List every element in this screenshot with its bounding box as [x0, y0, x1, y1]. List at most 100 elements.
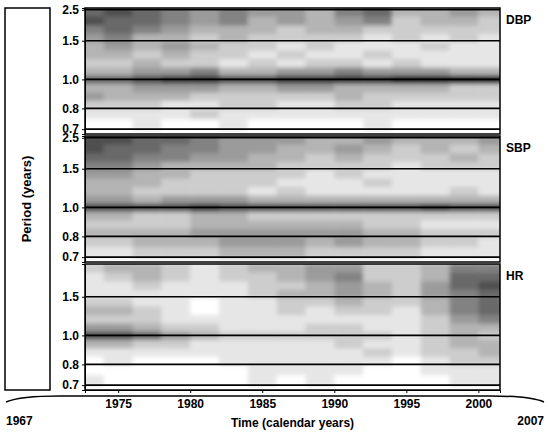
y-axis-title: Period (years) — [19, 156, 34, 243]
cell — [334, 17, 363, 26]
cell — [85, 17, 104, 26]
cell — [161, 187, 190, 196]
cell — [104, 145, 133, 154]
plot-background — [85, 264, 500, 390]
cell — [392, 59, 421, 68]
cell — [161, 26, 190, 35]
span-start: 1967 — [6, 414, 33, 428]
y-axis: 2.51.51.00.80.7 — [62, 3, 85, 136]
cell — [85, 92, 104, 101]
grid-line — [85, 108, 500, 110]
cell — [104, 92, 133, 101]
cell — [305, 145, 334, 154]
cell — [133, 109, 162, 119]
cell — [248, 154, 277, 163]
cell — [421, 324, 450, 333]
y-tick-label: 0.7 — [62, 250, 79, 264]
cell — [478, 273, 500, 282]
cell — [363, 145, 392, 154]
cell — [363, 212, 392, 221]
cell — [450, 212, 479, 221]
panel: 2.51.51.00.80.7 — [62, 131, 507, 264]
cell — [104, 237, 133, 247]
cell — [421, 237, 450, 247]
cell — [478, 264, 500, 273]
cell — [478, 324, 500, 333]
y-tick-mark — [82, 297, 85, 298]
cell — [277, 220, 306, 229]
grid — [85, 297, 500, 385]
cell — [363, 84, 392, 93]
cell — [104, 264, 133, 273]
cell — [334, 348, 363, 357]
cell — [450, 26, 479, 35]
cell — [478, 42, 500, 51]
cell — [277, 237, 306, 247]
cell — [248, 220, 277, 229]
cell — [305, 92, 334, 101]
cell — [334, 237, 363, 247]
cell — [305, 50, 334, 59]
cell — [248, 170, 277, 179]
cell — [305, 42, 334, 51]
cell — [277, 109, 306, 119]
cell — [334, 273, 363, 282]
cell — [421, 298, 450, 307]
cell — [219, 237, 248, 247]
cell — [190, 298, 219, 307]
cell — [334, 282, 363, 291]
cell — [161, 264, 190, 273]
y-tick-mark — [82, 169, 85, 170]
cell — [85, 187, 104, 196]
cell — [161, 348, 190, 357]
cell — [161, 59, 190, 68]
panel-title: SBP — [506, 141, 531, 155]
cell — [85, 145, 104, 154]
cell — [104, 365, 133, 375]
cell — [363, 340, 392, 349]
y-tick-label: 1.5 — [62, 162, 79, 176]
cell — [248, 178, 277, 187]
cell — [421, 50, 450, 59]
cell — [219, 365, 248, 375]
cell — [133, 365, 162, 375]
cell — [104, 84, 133, 93]
cell — [248, 340, 277, 349]
cell — [478, 237, 500, 247]
y-axis: 1.51.00.80.7 — [62, 265, 85, 393]
y-tick-mark — [82, 41, 85, 42]
cell — [133, 298, 162, 307]
cell — [161, 220, 190, 229]
x-axis-title: Time (calendar years) — [231, 416, 354, 430]
plot-area — [85, 136, 500, 262]
x-tick-mark — [262, 390, 263, 393]
cell — [478, 212, 500, 221]
cell — [161, 109, 190, 119]
cell — [133, 42, 162, 51]
panel-title: HR — [506, 269, 524, 283]
cell — [190, 154, 219, 163]
cell — [421, 273, 450, 282]
cell — [450, 220, 479, 229]
cell — [248, 306, 277, 315]
cell — [421, 145, 450, 154]
cell — [421, 170, 450, 179]
cell — [133, 170, 162, 179]
cell — [277, 282, 306, 291]
cell — [104, 109, 133, 119]
cell — [421, 365, 450, 375]
cell — [248, 84, 277, 93]
y-tick: 0.7 — [62, 250, 85, 264]
cell — [248, 145, 277, 154]
cell — [161, 170, 190, 179]
cell — [478, 26, 500, 35]
cell — [450, 145, 479, 154]
cell — [190, 365, 219, 375]
cell — [248, 237, 277, 247]
cell — [334, 68, 363, 77]
cell — [104, 220, 133, 229]
cell — [133, 348, 162, 357]
cell — [334, 109, 363, 119]
cell — [277, 348, 306, 357]
cell — [305, 59, 334, 68]
